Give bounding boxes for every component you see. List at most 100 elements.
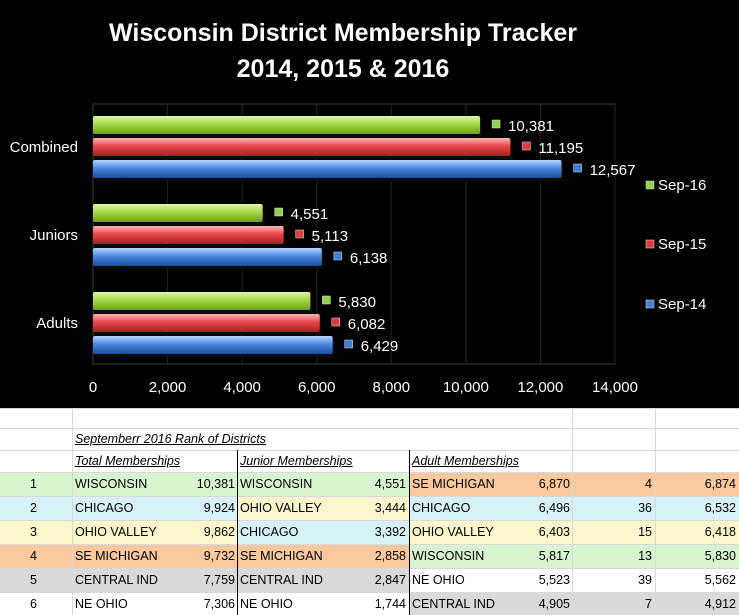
junior-district: SE MICHIGAN: [240, 549, 323, 563]
adult-value: 6,403: [538, 525, 570, 539]
data-marker: [295, 229, 304, 239]
ranking-table: 1 WISCONSIN 10,381 WISCONSIN 4,551 SE MICHIGA…: [0, 408, 739, 615]
junior-district: CENTRAL IND: [240, 573, 323, 587]
total-district: CHICAGO: [75, 501, 134, 515]
data-marker: [522, 141, 531, 151]
row-highlight: [409, 497, 739, 520]
junior-district: NE OHIO: [240, 597, 293, 611]
column-separator: [237, 450, 238, 615]
junior-value: 2,858: [374, 549, 406, 563]
adult-header: Adult Memberships: [412, 454, 519, 468]
legend-label: Sep-15: [658, 236, 706, 253]
row-highlight: [237, 473, 409, 496]
row-divider: [0, 496, 739, 497]
rank-cell: 5: [30, 573, 37, 587]
adult-value: 6,870: [538, 477, 570, 491]
data-marker: [331, 317, 341, 327]
adult-district: NE OHIO: [412, 573, 465, 587]
x-tick-label: 12,000: [517, 379, 563, 396]
row-highlight: [237, 569, 409, 592]
bar-sep-14: [93, 336, 333, 354]
bar-sep-16: [93, 292, 311, 310]
rank-cell: 4: [30, 549, 37, 563]
junior-value: 1,744: [374, 597, 406, 611]
row-highlight: [409, 545, 739, 568]
bar-sep-14: [93, 248, 322, 266]
junior-district: WISCONSIN: [240, 477, 313, 491]
rank-cell: 3: [30, 525, 37, 539]
junior-value: 3,444: [374, 501, 406, 515]
row-divider: [0, 544, 739, 545]
column-separator: [409, 450, 410, 615]
row-highlight: [237, 545, 409, 568]
bar-sep-15: [93, 226, 284, 244]
junior-district: OHIO VALLEY: [240, 501, 322, 515]
chart-area: Wisconsin District Membership Tracker 20…: [0, 0, 739, 408]
adult-district: CENTRAL IND: [412, 597, 495, 611]
row-highlight: [0, 545, 237, 568]
junior-district: CHICAGO: [240, 525, 299, 539]
data-label: 6,082: [348, 316, 386, 333]
row-divider: [0, 568, 739, 569]
data-label: 5,113: [312, 228, 348, 245]
x-tick-label: 8,000: [373, 379, 411, 396]
x-tick-label: 14,000: [592, 379, 638, 396]
junior-value: 3,392: [374, 525, 406, 539]
adult-extra: 7: [645, 597, 652, 611]
row-highlight: [0, 521, 237, 544]
row-divider: [0, 592, 739, 593]
adult-sum: 5,562: [704, 573, 736, 587]
data-label: 12,567: [590, 162, 636, 179]
legend-swatch: [645, 239, 655, 249]
row-highlight: [409, 569, 739, 592]
total-value: 10,381: [196, 477, 235, 491]
total-district: NE OHIO: [75, 597, 128, 611]
adult-value: 5,523: [538, 573, 570, 587]
junior-value: 4,551: [374, 477, 406, 491]
total-header: Total Memberships: [75, 454, 181, 468]
data-label: 11,195: [538, 140, 583, 157]
data-marker: [344, 339, 353, 349]
total-district: OHIO VALLEY: [75, 525, 157, 539]
adult-value: 4,905: [538, 597, 570, 611]
total-district: SE MICHIGAN: [75, 549, 158, 563]
category-label: Adults: [36, 315, 78, 332]
data-marker: [491, 119, 501, 129]
bar-chart: Wisconsin District Membership Tracker 20…: [10, 19, 707, 396]
adult-sum: 5,830: [704, 549, 736, 563]
total-value: 9,732: [203, 549, 235, 563]
x-tick-label: 6,000: [298, 379, 336, 396]
row-highlight: [0, 593, 237, 615]
data-label: 6,138: [350, 250, 388, 267]
adult-sum: 4,912: [704, 597, 736, 611]
adult-extra: 39: [638, 573, 652, 587]
chart-subtitle: 2014, 2015 & 2016: [237, 55, 450, 83]
row-highlight: [409, 593, 739, 615]
total-district: WISCONSIN: [75, 477, 148, 491]
adult-extra: 4: [645, 477, 652, 491]
row-highlight: [0, 473, 237, 496]
adult-value: 5,817: [538, 549, 570, 563]
data-label: 10,381: [508, 118, 554, 135]
data-marker: [274, 207, 283, 217]
bar-sep-14: [93, 160, 562, 178]
row-highlight: [409, 473, 739, 496]
adult-value: 6,496: [538, 501, 570, 515]
x-tick-label: 4,000: [223, 379, 261, 396]
bar-sep-16: [93, 204, 263, 222]
total-value: 9,862: [203, 525, 235, 539]
legend-label: Sep-14: [658, 296, 706, 313]
chart-title: Wisconsin District Membership Tracker: [109, 19, 577, 47]
x-tick-label: 10,000: [443, 379, 489, 396]
category-label: Combined: [10, 139, 78, 156]
category-label: Juniors: [30, 227, 78, 244]
bar-sep-15: [93, 314, 320, 332]
rank-cell: 2: [30, 501, 37, 515]
total-value: 7,306: [203, 597, 235, 611]
adult-district: CHICAGO: [412, 501, 471, 515]
adult-district: WISCONSIN: [412, 549, 485, 563]
row-highlight: [237, 521, 409, 544]
data-marker: [573, 163, 582, 173]
adult-extra: 13: [638, 549, 652, 563]
rank-cell: 1: [30, 477, 37, 491]
